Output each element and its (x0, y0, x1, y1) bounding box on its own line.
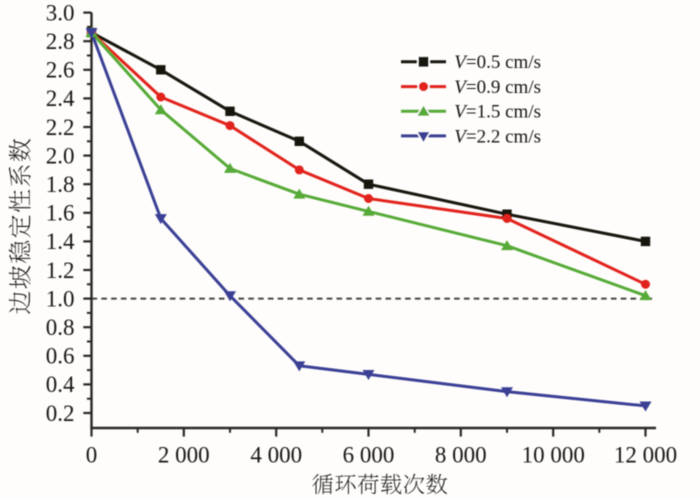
svg-text:0.2: 0.2 (46, 401, 75, 426)
svg-text:0.8: 0.8 (46, 315, 75, 340)
svg-text:0.6: 0.6 (46, 344, 75, 369)
svg-text:0.4: 0.4 (46, 372, 75, 397)
svg-text:12 000: 12 000 (614, 443, 677, 468)
svg-text:1.4: 1.4 (46, 229, 75, 254)
svg-text:3.0: 3.0 (46, 0, 75, 25)
svg-text:4 000: 4 000 (250, 443, 302, 468)
svg-text:V=2.2 cm/s: V=2.2 cm/s (454, 126, 541, 147)
svg-text:2.2: 2.2 (46, 115, 75, 140)
svg-text:V=1.5 cm/s: V=1.5 cm/s (454, 102, 541, 123)
svg-text:V=0.5 cm/s: V=0.5 cm/s (454, 52, 541, 73)
svg-text:1.6: 1.6 (46, 201, 75, 226)
svg-text:V=0.9 cm/s: V=0.9 cm/s (454, 77, 541, 98)
svg-text:8 000: 8 000 (435, 443, 487, 468)
svg-text:2.8: 2.8 (46, 29, 75, 54)
svg-text:2 000: 2 000 (158, 443, 210, 468)
svg-text:1.0: 1.0 (46, 286, 75, 311)
svg-text:6 000: 6 000 (343, 443, 395, 468)
svg-text:2.0: 2.0 (46, 143, 75, 168)
svg-text:1.8: 1.8 (46, 172, 75, 197)
svg-text:2.6: 2.6 (46, 58, 75, 83)
svg-text:1.2: 1.2 (46, 258, 75, 283)
svg-text:2.4: 2.4 (46, 86, 75, 111)
svg-text:10 000: 10 000 (522, 443, 585, 468)
svg-text:0: 0 (86, 443, 98, 468)
